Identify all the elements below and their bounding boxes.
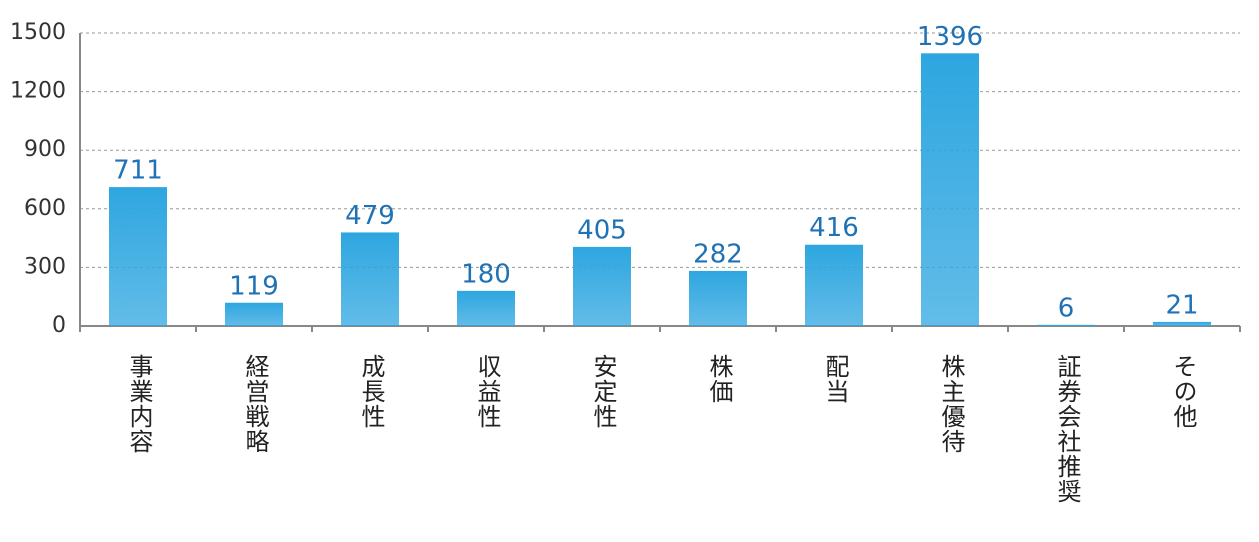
y-tick-label: 0 [52, 313, 66, 338]
bar [1153, 321, 1211, 326]
x-tick-label: 収益性 [473, 354, 501, 429]
bar [921, 53, 979, 326]
value-label: 479 [345, 201, 395, 231]
x-tick-label: 証券会社推奨 [1053, 354, 1081, 504]
value-label: 416 [809, 213, 859, 243]
value-label: 711 [113, 156, 163, 186]
value-label: 1396 [917, 22, 983, 52]
x-tick-label: 事業内容 [125, 354, 153, 454]
value-label: 6 [1058, 293, 1075, 323]
bar [805, 244, 863, 326]
x-tick-label: 成長性 [357, 354, 385, 429]
value-label: 119 [229, 271, 279, 301]
bar [1037, 324, 1095, 326]
x-tick-label: 経営戦略 [241, 354, 269, 454]
bar [457, 290, 515, 326]
bar [341, 232, 399, 326]
bar [573, 246, 631, 326]
value-label: 180 [461, 259, 511, 289]
y-tick-label: 600 [24, 196, 66, 221]
bar [689, 270, 747, 326]
value-label: 282 [693, 239, 743, 269]
x-tick-label: その他 [1169, 354, 1197, 429]
bar [109, 187, 167, 326]
y-tick-label: 300 [24, 254, 66, 279]
value-label: 405 [577, 215, 627, 245]
y-tick-label: 1200 [10, 79, 66, 104]
x-tick-label: 配当 [821, 354, 849, 404]
y-tick-label: 900 [24, 137, 66, 162]
x-tick-label: 安定性 [589, 354, 617, 429]
x-tick-label: 株主優待 [937, 354, 965, 454]
value-label: 21 [1165, 290, 1198, 320]
x-tick-label: 株価 [705, 354, 733, 404]
bar [225, 302, 283, 326]
y-tick-label: 1500 [10, 20, 66, 45]
